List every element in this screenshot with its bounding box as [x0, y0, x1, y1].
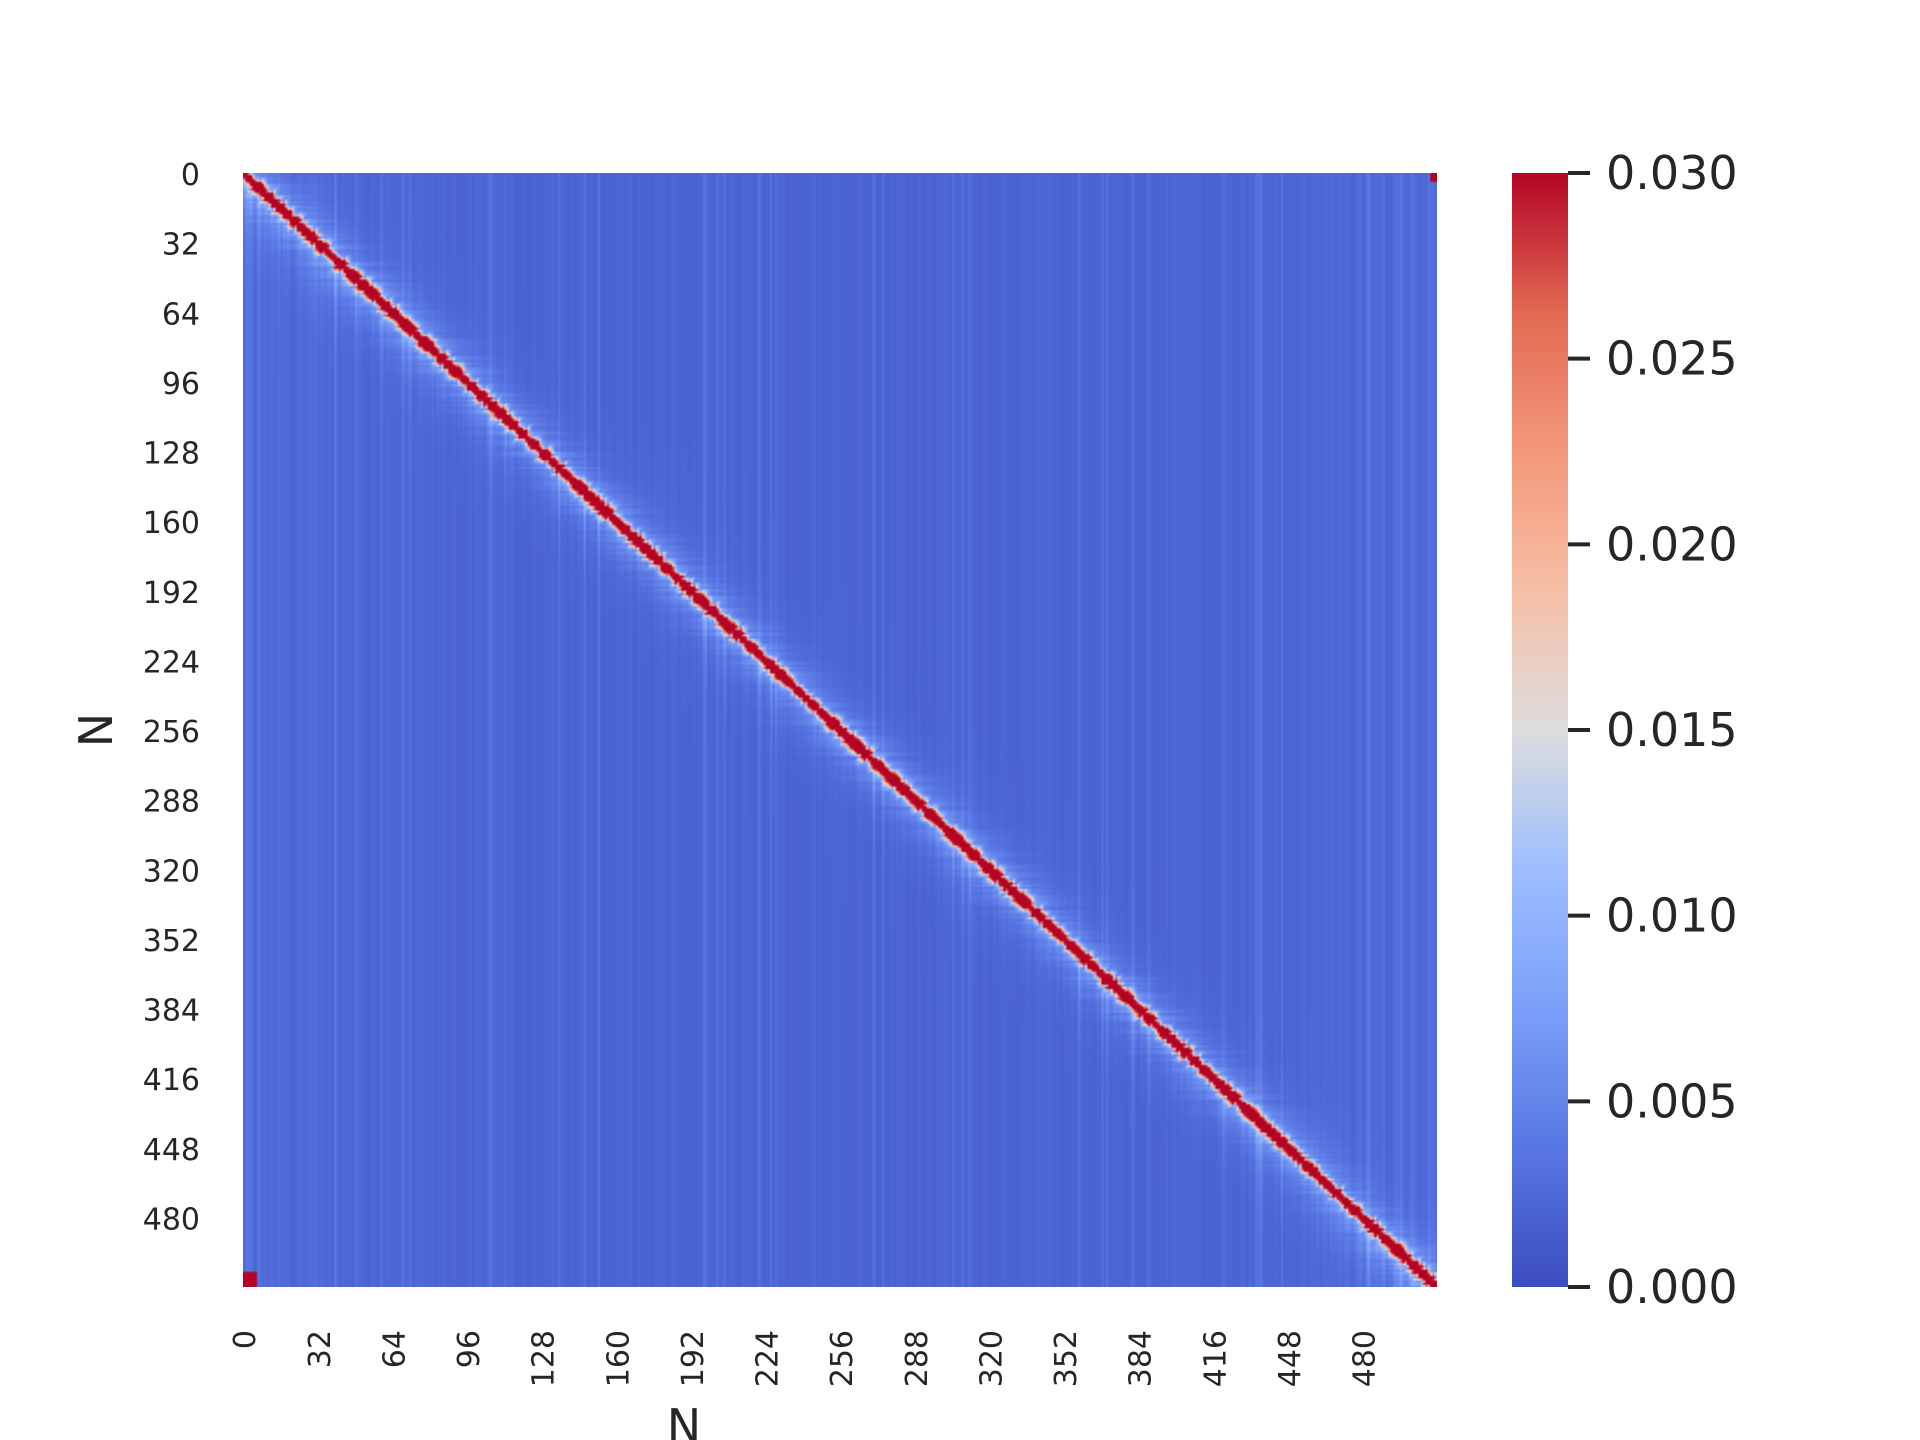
x-tick-label: 64	[377, 1330, 412, 1368]
y-tick-label: 256	[143, 715, 200, 750]
y-tick-label: 416	[143, 1063, 200, 1098]
colorbar-tick-label: 0.010	[1606, 889, 1738, 943]
x-axis-label: N	[667, 1399, 701, 1440]
y-tick-label: 0	[181, 158, 200, 193]
x-tick-label: 224	[751, 1330, 786, 1387]
x-tick-label: 384	[1124, 1330, 1159, 1387]
y-tick-label: 384	[143, 994, 200, 1029]
y-tick-label: 288	[143, 785, 200, 820]
x-tick-label: 416	[1198, 1330, 1233, 1387]
heatmap-image	[243, 173, 1437, 1287]
colorbar-tick-label: 0.015	[1606, 703, 1738, 757]
y-tick-label: 224	[143, 645, 200, 680]
y-tick-label: 64	[162, 297, 200, 332]
colorbar-tick-label: 0.025	[1606, 332, 1738, 386]
y-axis-ticks: 0 32 64 96 128 160 192 224 256 288 320 352 384 416 448…	[143, 158, 200, 1237]
colorbar	[1512, 173, 1568, 1287]
y-tick-label: 128	[143, 437, 200, 472]
colorbar-tick-label: 0.005	[1606, 1074, 1738, 1128]
x-tick-label: 96	[452, 1330, 487, 1368]
y-axis-label: N	[69, 713, 123, 747]
x-tick-label: 448	[1273, 1330, 1308, 1387]
x-tick-label: 352	[1049, 1330, 1084, 1387]
colorbar-ticks: 0.000 0.005 0.010 0.015 0.020 0.025 0.030	[1568, 146, 1738, 1314]
y-tick-label: 448	[143, 1133, 200, 1168]
colorbar-tick-label: 0.020	[1606, 517, 1738, 571]
y-tick-label: 192	[143, 576, 200, 611]
x-axis-ticks: 0 32 64 96 128 160 192 224 256 288 320 352 384 416 448…	[228, 1330, 1382, 1387]
colorbar-tick-label: 0.030	[1606, 146, 1738, 200]
x-tick-label: 320	[974, 1330, 1009, 1387]
x-tick-label: 480	[1348, 1330, 1383, 1387]
x-tick-label: 32	[303, 1330, 338, 1368]
y-tick-label: 352	[143, 924, 200, 959]
x-tick-label: 256	[825, 1330, 860, 1387]
y-tick-label: 480	[143, 1202, 200, 1237]
x-tick-label: 288	[900, 1330, 935, 1387]
y-tick-label: 320	[143, 854, 200, 889]
x-tick-label: 160	[601, 1330, 636, 1387]
x-tick-label: 128	[527, 1330, 562, 1387]
y-tick-label: 160	[143, 506, 200, 541]
y-tick-label: 96	[162, 367, 200, 402]
x-tick-label: 192	[676, 1330, 711, 1387]
colorbar-tick-label: 0.000	[1606, 1260, 1738, 1314]
y-tick-label: 32	[162, 228, 200, 263]
x-tick-label: 0	[228, 1330, 263, 1349]
